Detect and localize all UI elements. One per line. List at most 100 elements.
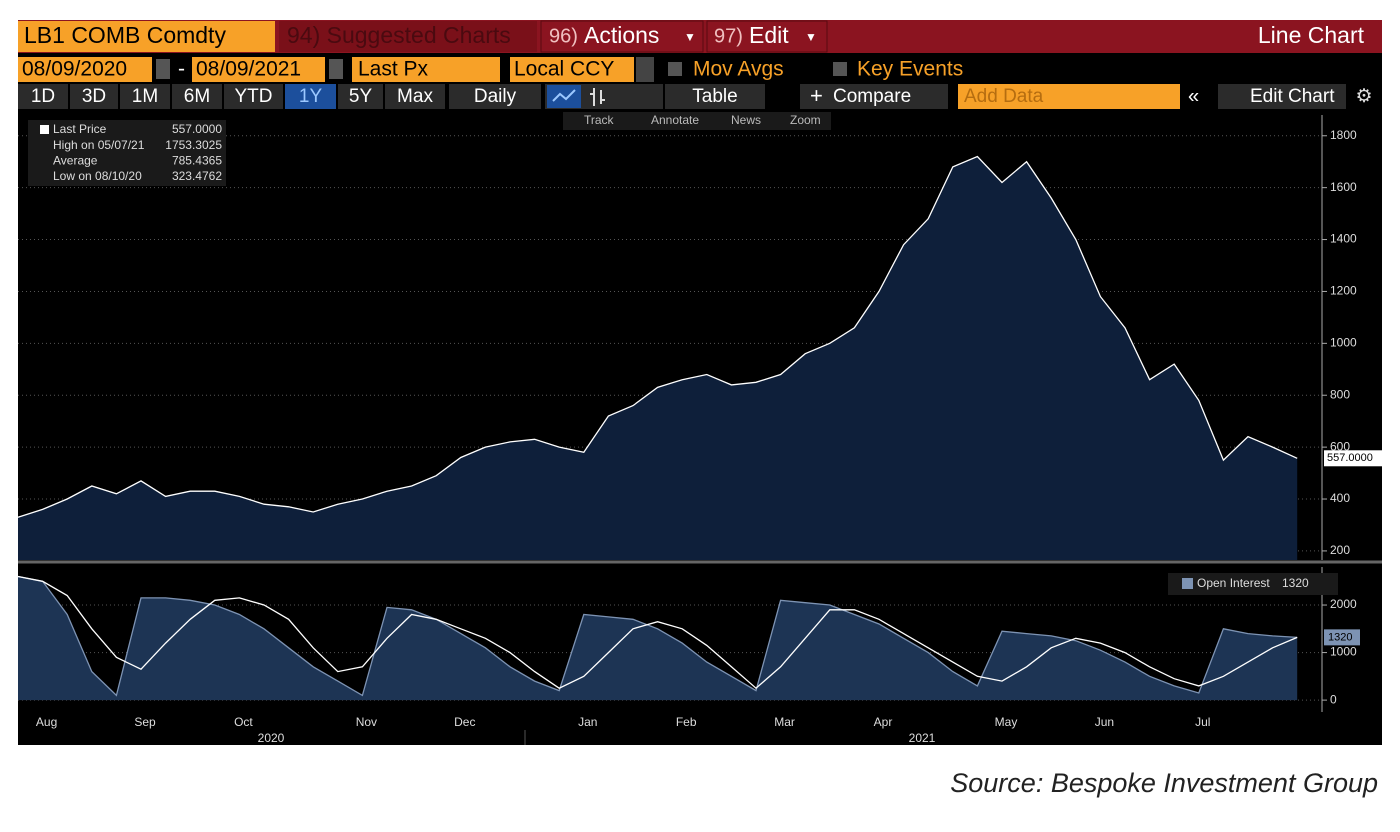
area-fill xyxy=(18,156,1298,560)
line xyxy=(17,155,1298,518)
ticker-box[interactable] xyxy=(18,21,275,52)
period-button[interactable] xyxy=(120,84,170,109)
period-button[interactable] xyxy=(224,84,283,109)
plus: + xyxy=(810,83,823,108)
edit-num[interactable]: 97) xyxy=(714,25,743,47)
last-value: 557.0000 xyxy=(1327,452,1373,464)
x-tick-label: Oct xyxy=(234,715,253,729)
compare-bg[interactable] xyxy=(800,84,948,109)
add-data[interactable]: Add Data xyxy=(964,86,1044,107)
stat-value: 323.4762 xyxy=(172,169,222,183)
line-icon-glyph xyxy=(552,89,576,102)
period-label[interactable]: Max xyxy=(397,86,433,107)
bar-icon-glyph xyxy=(590,88,605,106)
period-button[interactable] xyxy=(70,84,118,109)
currency-box[interactable] xyxy=(510,57,634,82)
add-data-button[interactable] xyxy=(958,84,1180,109)
dropdown-arrow: ▼ xyxy=(684,30,696,44)
y-tick-label: 1000 xyxy=(1330,645,1357,659)
y-tick-label: 1000 xyxy=(1330,336,1357,350)
y-tick-label: 1600 xyxy=(1330,180,1357,194)
stat-label: Low on 08/10/20 xyxy=(53,169,142,183)
period-button[interactable] xyxy=(18,84,68,109)
y-tick-label: 1200 xyxy=(1330,284,1357,298)
calendar-icon[interactable] xyxy=(156,59,170,79)
y-tick-label: 2000 xyxy=(1330,597,1357,611)
period-label[interactable]: 1M xyxy=(132,86,158,107)
stat-value: 1753.3025 xyxy=(165,138,222,152)
actions-button[interactable] xyxy=(540,20,704,53)
year-label: 2020 xyxy=(258,731,285,745)
x-tick-label: Jul xyxy=(1195,715,1210,729)
tool[interactable]: News xyxy=(731,113,761,127)
y-tick-label: 800 xyxy=(1330,387,1350,401)
stats-swatch xyxy=(40,125,49,134)
y-tick-label: 600 xyxy=(1330,439,1350,453)
dropdown-arrow: ▼ xyxy=(805,30,817,44)
end-date-box[interactable] xyxy=(192,57,325,82)
period-button[interactable] xyxy=(338,84,383,109)
oi-value-box xyxy=(1324,629,1360,646)
stat-value: 557.0000 xyxy=(172,122,222,136)
collapse[interactable]: « xyxy=(1188,85,1199,107)
x-tick-label: Dec xyxy=(454,715,475,729)
currency[interactable]: Local CCY xyxy=(514,58,614,81)
stats-box xyxy=(28,120,226,186)
mov-avgs[interactable]: Mov Avgs xyxy=(693,58,784,81)
line xyxy=(17,575,1298,690)
line xyxy=(17,575,1298,697)
period-button[interactable] xyxy=(285,84,336,109)
table-button[interactable] xyxy=(665,84,765,109)
checkbox[interactable] xyxy=(668,62,682,76)
y-tick-label: 0 xyxy=(1330,692,1337,706)
actions[interactable]: Actions xyxy=(584,22,659,48)
legend-swatch xyxy=(1182,578,1193,589)
x-tick-label: Sep xyxy=(134,715,156,729)
x-tick-label: Aug xyxy=(36,715,57,729)
y-tick-label: 400 xyxy=(1330,491,1350,505)
calendar-icon[interactable] xyxy=(329,59,343,79)
suggested-button[interactable] xyxy=(279,21,537,52)
tool-bar xyxy=(563,112,831,130)
date-dash: - xyxy=(178,58,185,81)
chart-type: Line Chart xyxy=(1258,22,1365,48)
checkbox[interactable] xyxy=(833,62,847,76)
period-label[interactable]: YTD xyxy=(235,86,273,107)
area-fill xyxy=(18,576,1298,701)
frequency-button[interactable] xyxy=(449,84,541,109)
gear[interactable]: ⚙ xyxy=(1355,86,1372,107)
period-button[interactable] xyxy=(172,84,222,109)
edit-chart[interactable]: Edit Chart xyxy=(1250,86,1335,107)
period-label[interactable]: 3D xyxy=(82,86,106,107)
tool[interactable]: Annotate xyxy=(651,113,699,127)
period-label[interactable]: 1D xyxy=(31,86,55,107)
field[interactable]: Last Px xyxy=(358,58,429,81)
legend-name: Open Interest xyxy=(1197,576,1270,590)
compare[interactable]: Compare xyxy=(833,86,911,107)
source: Source: Bespoke Investment Group xyxy=(950,768,1378,798)
field-box[interactable] xyxy=(352,57,500,82)
edit[interactable]: Edit xyxy=(749,22,789,48)
actions-num[interactable]: 96) xyxy=(549,25,578,47)
period-label[interactable]: 5Y xyxy=(349,86,373,107)
period-button[interactable] xyxy=(385,84,445,109)
x-tick-label: Nov xyxy=(356,715,377,729)
edit-button[interactable] xyxy=(706,20,828,53)
edit-chart-bg[interactable] xyxy=(1218,84,1346,109)
frequency[interactable]: Daily xyxy=(474,86,517,107)
start-date-box[interactable] xyxy=(18,57,152,82)
table[interactable]: Table xyxy=(692,86,737,107)
currency-dropdown[interactable] xyxy=(636,57,654,82)
y-tick-label: 1400 xyxy=(1330,232,1357,246)
key-events[interactable]: Key Events xyxy=(857,58,963,81)
tool[interactable]: Track xyxy=(584,113,615,127)
legend-value: 1320 xyxy=(1282,576,1309,590)
start-date[interactable]: 08/09/2020 xyxy=(22,58,127,81)
period-label[interactable]: 6M xyxy=(184,86,210,107)
suggested[interactable]: 94) Suggested Charts xyxy=(287,22,511,48)
tool[interactable]: Zoom xyxy=(790,113,821,127)
period-label[interactable]: 1Y xyxy=(299,86,323,107)
ticker[interactable]: LB1 COMB Comdty xyxy=(24,22,226,48)
end-date[interactable]: 08/09/2021 xyxy=(196,58,301,81)
x-tick-label: Mar xyxy=(774,715,795,729)
